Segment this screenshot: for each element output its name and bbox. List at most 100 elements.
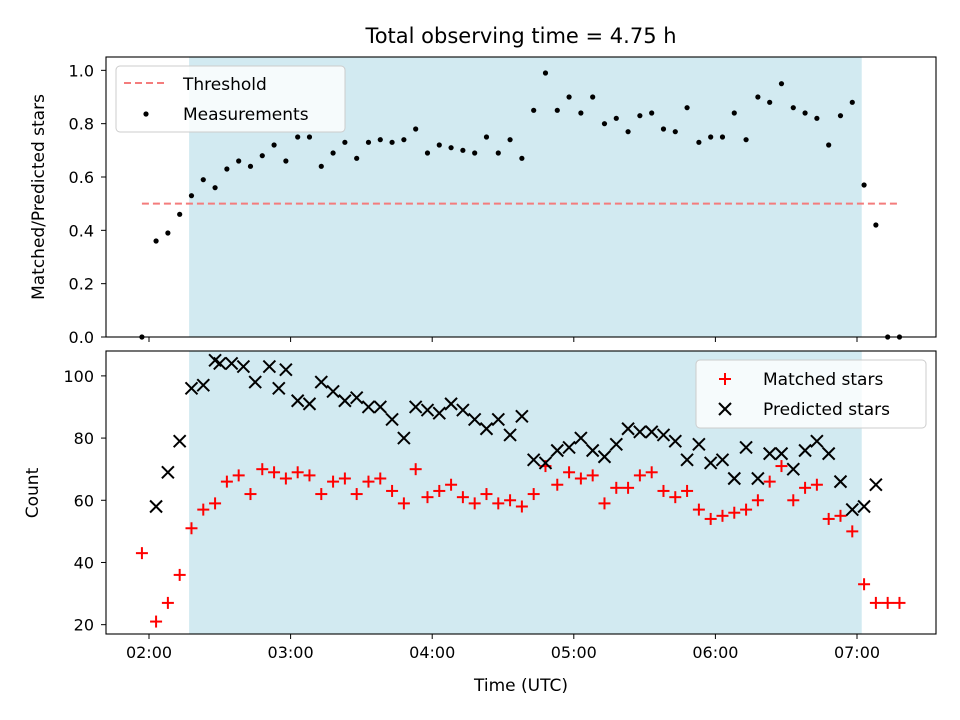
measurements-point xyxy=(177,211,183,217)
matched-stars-point xyxy=(338,472,351,485)
bottom-y-tick-label: 100 xyxy=(63,367,94,386)
predicted-stars-point xyxy=(644,425,659,439)
measurements-point xyxy=(295,134,301,140)
measurements-point xyxy=(814,115,820,121)
measurements-point xyxy=(365,139,372,145)
predicted-stars-point xyxy=(314,375,328,389)
predicted-stars-point xyxy=(526,453,541,467)
measurements-point xyxy=(424,150,431,156)
predicted-stars-point xyxy=(444,397,458,411)
predicted-stars-point xyxy=(597,450,612,464)
predicted-stars-point xyxy=(585,443,600,458)
measurements-point xyxy=(224,166,230,172)
measurements-point xyxy=(519,155,525,161)
top-panel-frame xyxy=(105,56,937,338)
matched-stars-point xyxy=(657,484,670,497)
measurements-point xyxy=(873,222,879,228)
measurements-point xyxy=(684,105,690,111)
measurements-point xyxy=(755,94,761,100)
matched-stars-point xyxy=(409,463,422,476)
predicted-stars-point xyxy=(774,446,789,461)
matched-stars-point xyxy=(433,484,446,497)
matched-stars-point xyxy=(527,488,540,501)
matched-stars-point xyxy=(881,596,894,609)
matched-stars-point xyxy=(456,491,469,504)
matched-stars-point xyxy=(185,522,198,535)
predicted-stars-point xyxy=(538,456,553,470)
predicted-stars-point xyxy=(272,381,286,396)
measurements-point xyxy=(849,99,855,105)
matched-stars-point xyxy=(869,596,882,609)
matched-stars-point xyxy=(386,484,399,497)
matched-stars-point xyxy=(681,484,694,497)
measurements-point xyxy=(837,113,844,119)
bottom-legend-box xyxy=(695,359,927,429)
matched-stars-point xyxy=(751,494,764,507)
measurements-point xyxy=(767,99,773,105)
measurements-point xyxy=(306,134,313,140)
measurements-point xyxy=(236,158,242,164)
predicted-stars-point xyxy=(680,453,694,467)
measurements-point xyxy=(472,150,478,156)
x-axis-label: Time (UTC) xyxy=(473,676,568,696)
chart-title: Total observing time = 4.75 h xyxy=(364,24,676,48)
bottom-panel-frame xyxy=(105,350,937,635)
measurements-point xyxy=(342,139,348,145)
x-tick-label: 03:00 xyxy=(268,643,314,662)
matched-stars-point xyxy=(279,472,292,485)
predicted-stars-point xyxy=(656,428,671,442)
measurements-point xyxy=(448,145,454,151)
matched-stars-point xyxy=(492,497,505,510)
measurements-point xyxy=(200,177,206,183)
matched-stars-point xyxy=(598,497,611,510)
matched-stars-point xyxy=(445,478,458,491)
x-tick-label: 06:00 xyxy=(692,643,738,662)
matched-stars-point xyxy=(173,568,186,581)
matched-stars-point xyxy=(220,475,233,488)
measurements-point xyxy=(861,182,867,188)
bottom-y-axis-label: Count xyxy=(23,467,43,518)
matched-stars-point xyxy=(834,509,847,522)
top-y-tick-label: 0.8 xyxy=(69,115,94,134)
measurements-point xyxy=(542,70,549,76)
predicted-stars-point xyxy=(349,390,364,405)
matched-stars-point xyxy=(268,466,281,479)
matched-stars-point xyxy=(704,512,717,525)
matched-stars-point xyxy=(303,469,316,482)
measurements-point xyxy=(259,153,265,159)
measurements-point xyxy=(778,81,785,87)
measurements-point xyxy=(283,158,289,164)
measurements-point xyxy=(719,134,726,140)
measurements-point xyxy=(212,185,218,191)
predicted-stars-point xyxy=(172,434,187,448)
measurements-point xyxy=(531,107,537,113)
predicted-stars-point xyxy=(869,478,883,492)
measurements-point xyxy=(590,94,596,100)
measurements-point xyxy=(649,110,655,116)
measurements-point xyxy=(188,193,195,199)
measurements-point xyxy=(578,110,584,116)
matched-stars-point xyxy=(480,488,493,501)
matched-stars-point xyxy=(645,466,658,479)
matched-stars-point xyxy=(787,494,800,507)
measurements-point xyxy=(460,147,466,153)
measurements-point xyxy=(743,137,749,143)
predicted-stars-point xyxy=(479,422,494,436)
matched-stars-point xyxy=(586,469,599,482)
top-y-tick-label: 0.6 xyxy=(69,168,94,187)
predicted-stars-point xyxy=(751,471,765,486)
bottom-y-tick-label: 20 xyxy=(74,616,94,635)
predicted-stars-point xyxy=(739,440,753,455)
predicted-stars-point xyxy=(361,400,376,414)
top-y-tick-label: 0.2 xyxy=(69,275,94,294)
measurements-point xyxy=(330,150,336,156)
matched-stars-point xyxy=(551,478,564,491)
measurements-point xyxy=(389,139,395,145)
matched-stars-point xyxy=(504,494,517,507)
x-tick-label: 04:00 xyxy=(409,643,455,662)
matched-stars-point xyxy=(846,525,859,538)
matched-stars-point xyxy=(327,475,340,488)
top-panel: 0.0 0.2 0.4 0.6 0.8 1.0 Threshold Measurement… xyxy=(69,56,937,347)
predicted-stars-point xyxy=(262,359,277,374)
